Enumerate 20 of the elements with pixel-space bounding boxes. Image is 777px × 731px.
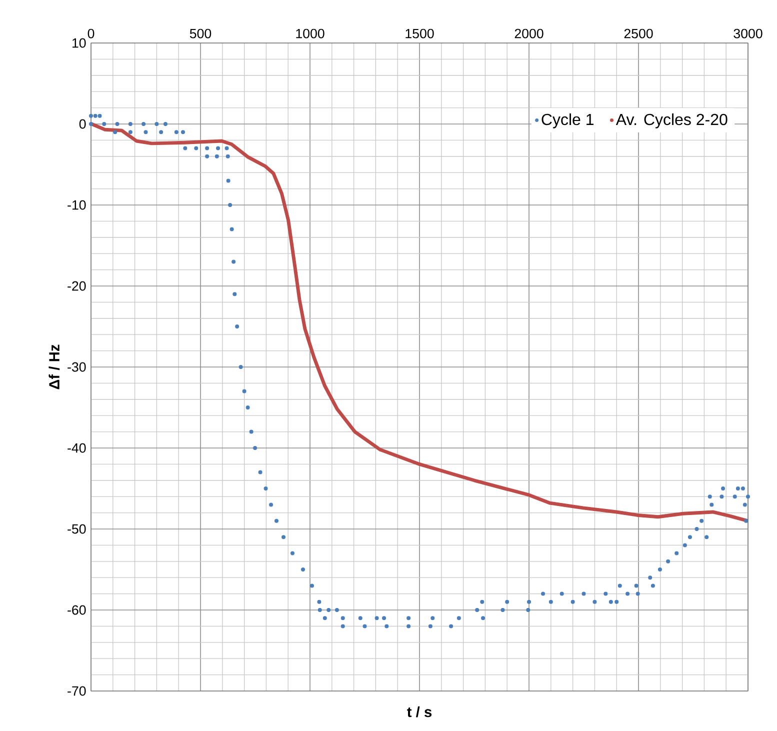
- y-tick-label: -10: [68, 200, 86, 210]
- legend-label: Cycle 1: [542, 113, 594, 128]
- x-tick-label: 0: [88, 28, 94, 38]
- y-tick-label: -50: [68, 524, 86, 534]
- x-tick-label: 3000: [734, 28, 762, 38]
- y-tick-label: -60: [68, 605, 86, 615]
- y-tick-label: 0: [79, 119, 86, 129]
- x-tick-label: 1500: [406, 28, 434, 38]
- x-tick-label: 2500: [624, 28, 653, 38]
- y-tick-label: 10: [72, 38, 86, 48]
- x-tick-label: 2000: [514, 28, 544, 38]
- x-tick-label: 1000: [296, 28, 324, 38]
- y-tick-label: -40: [68, 443, 86, 453]
- x-tick-label: 500: [190, 28, 212, 38]
- legend-label: Av. Cycles 2-20: [616, 113, 728, 128]
- x-axis-title: t / s: [407, 706, 432, 718]
- y-axis-title: Δf / Hz: [48, 344, 60, 390]
- y-tick-label: -20: [68, 281, 86, 291]
- y-tick-label: -70: [68, 686, 86, 696]
- y-tick-label: -30: [68, 362, 86, 372]
